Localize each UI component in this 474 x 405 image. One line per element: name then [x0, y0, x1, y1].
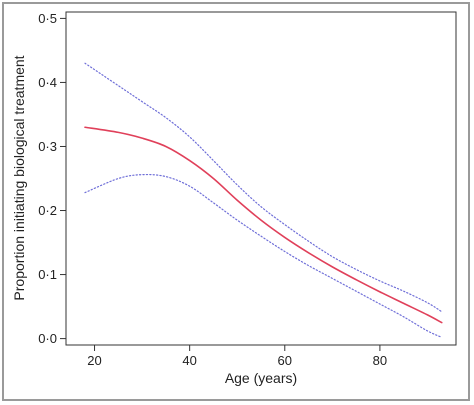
x-axis-label: Age (years) — [225, 370, 297, 386]
y-tick-label: 0·1 — [38, 267, 57, 282]
series-line-lower-ci — [84, 173, 443, 338]
series-line-upper-ci — [84, 62, 443, 313]
y-axis: 0·0 0·1 0·2 0·3 0·4 0·5 — [38, 11, 66, 346]
x-tick-label: 40 — [182, 353, 196, 368]
series-line-estimate — [84, 126, 443, 324]
x-axis: 20 40 60 80 — [87, 345, 387, 368]
y-axis-label: Proportion initiating biological treatme… — [11, 55, 27, 300]
series-layer — [84, 62, 443, 338]
plot-area — [65, 11, 457, 346]
x-tick-label: 80 — [373, 353, 387, 368]
x-tick-label: 60 — [278, 353, 292, 368]
x-tick-label: 20 — [87, 353, 101, 368]
y-tick-label: 0·0 — [38, 331, 57, 346]
y-tick-label: 0·3 — [38, 139, 57, 154]
chart-frame — [2, 2, 470, 401]
y-tick-label: 0·2 — [38, 203, 57, 218]
y-tick-label: 0·5 — [38, 11, 57, 26]
y-tick-label: 0·4 — [38, 75, 57, 90]
